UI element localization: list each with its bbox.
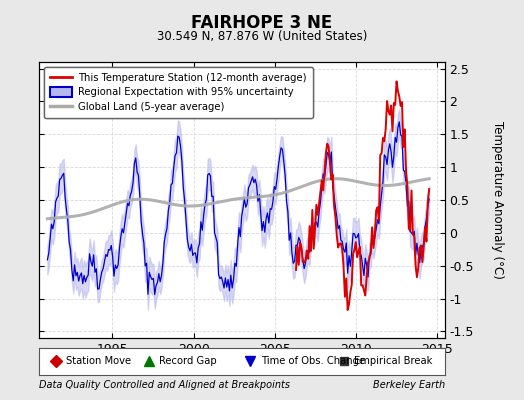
Text: FAIRHOPE 3 NE: FAIRHOPE 3 NE	[191, 14, 333, 32]
Text: Station Move: Station Move	[66, 356, 131, 366]
Text: Record Gap: Record Gap	[159, 356, 217, 366]
Text: Data Quality Controlled and Aligned at Breakpoints: Data Quality Controlled and Aligned at B…	[39, 380, 290, 390]
Text: 30.549 N, 87.876 W (United States): 30.549 N, 87.876 W (United States)	[157, 30, 367, 43]
Y-axis label: Temperature Anomaly (°C): Temperature Anomaly (°C)	[491, 121, 504, 279]
Text: Berkeley Earth: Berkeley Earth	[373, 380, 445, 390]
Text: Time of Obs. Change: Time of Obs. Change	[260, 356, 365, 366]
Legend: This Temperature Station (12-month average), Regional Expectation with 95% uncer: This Temperature Station (12-month avera…	[45, 67, 313, 118]
Text: Empirical Break: Empirical Break	[354, 356, 432, 366]
